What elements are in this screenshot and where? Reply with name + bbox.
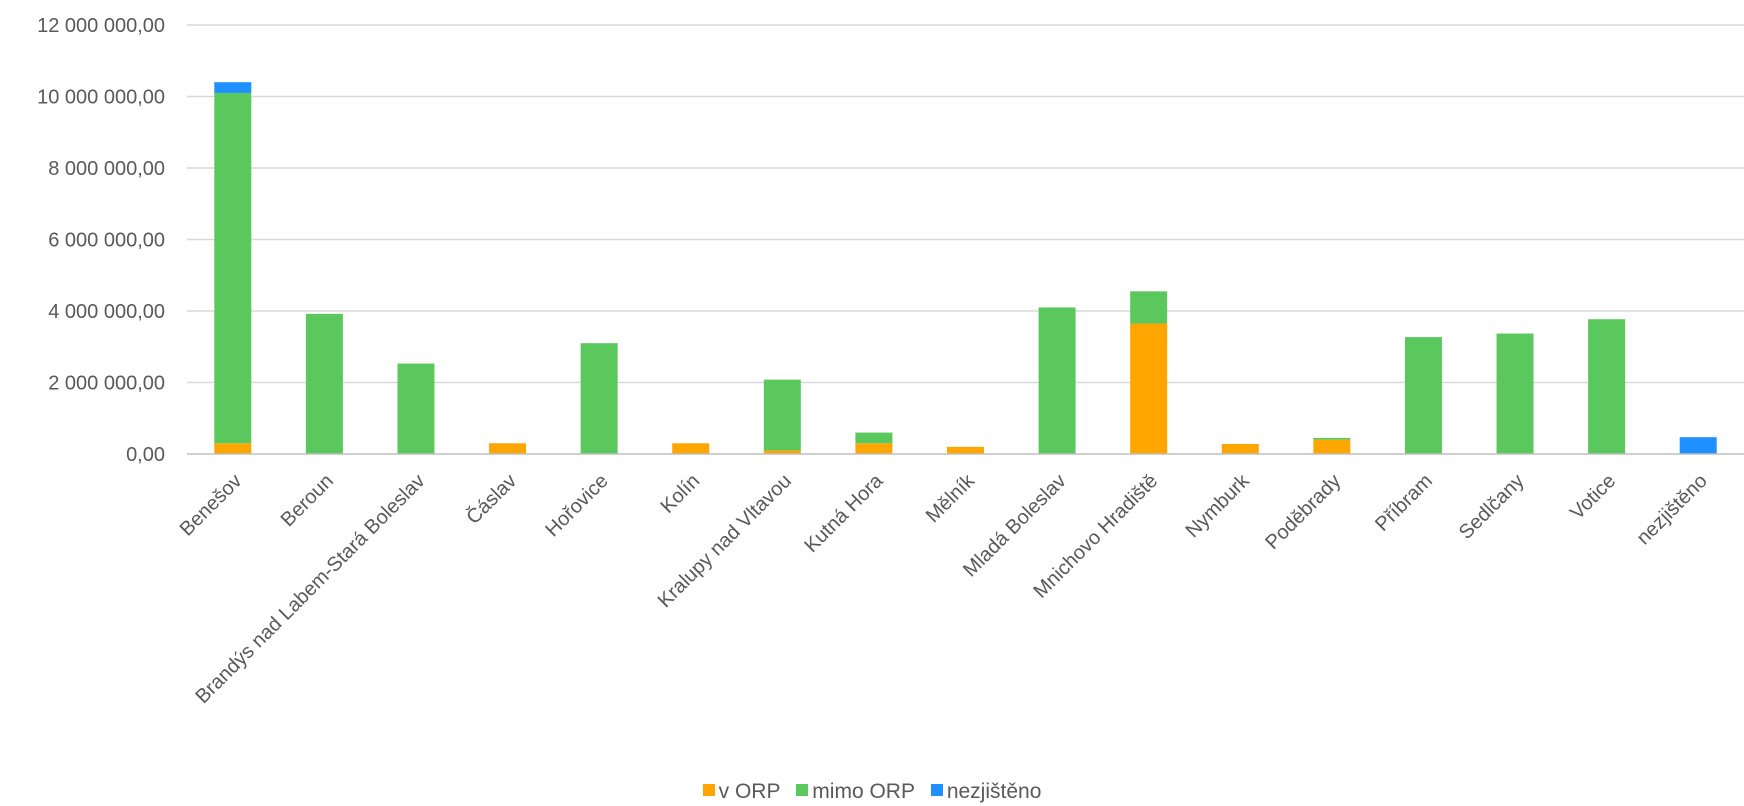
x-tick-label: Čáslav bbox=[462, 469, 521, 528]
bar-segment-1 bbox=[1588, 319, 1626, 454]
bar-segment-1 bbox=[763, 379, 801, 451]
x-tick-label: Votice bbox=[1566, 470, 1620, 524]
bar-segment-0 bbox=[1313, 439, 1351, 454]
legend-label-v-orp: v ORP bbox=[718, 780, 781, 803]
legend: v ORP mimo ORP nezjištěno bbox=[0, 780, 1744, 804]
bar-segment-1 bbox=[397, 363, 435, 454]
bar-segment-1 bbox=[214, 92, 252, 444]
x-tick-label: Mělník bbox=[922, 469, 980, 527]
bar-segment-0 bbox=[672, 443, 710, 454]
bar-segment-1 bbox=[1038, 307, 1076, 454]
bar-segment-0 bbox=[1130, 323, 1168, 454]
bar-segment-0 bbox=[947, 446, 984, 454]
legend-item-v-orp: v ORP bbox=[702, 780, 781, 804]
x-tick-label: Hořovice bbox=[541, 470, 612, 541]
bars bbox=[214, 82, 1717, 454]
x-tick-label: Kolín bbox=[656, 470, 704, 518]
bar-segment-2 bbox=[1679, 437, 1717, 454]
x-tick-label: Nymburk bbox=[1182, 469, 1255, 542]
y-tick-label: 2 000 000,00 bbox=[48, 373, 165, 395]
legend-item-nezjisteno: nezjištěno bbox=[930, 780, 1042, 804]
x-tick-label: nezjištěno bbox=[1633, 470, 1712, 549]
bar-segment-1 bbox=[1404, 337, 1442, 454]
x-tick-label: Benešov bbox=[176, 470, 247, 541]
bar-segment-2 bbox=[214, 82, 252, 93]
x-tick-label: Beroun bbox=[277, 470, 338, 531]
legend-swatch-v-orp bbox=[702, 784, 715, 797]
x-tick-label: Poděbrady bbox=[1261, 470, 1345, 554]
y-tick-label: 8 000 000,00 bbox=[48, 158, 165, 180]
gridlines bbox=[187, 24, 1744, 384]
bar-segment-1 bbox=[1496, 333, 1534, 454]
y-tick-label: 10 000 000,00 bbox=[37, 87, 165, 109]
x-tick-label: Kutná Hora bbox=[800, 469, 888, 557]
y-tick-label: 6 000 000,00 bbox=[48, 230, 165, 252]
legend-label-nezjisteno: nezjištěno bbox=[946, 780, 1042, 803]
bar-segment-0 bbox=[1221, 443, 1259, 454]
y-tick-label: 4 000 000,00 bbox=[48, 301, 165, 323]
bar-segment-1 bbox=[305, 313, 343, 454]
y-axis-tick-labels: 0,00 2 000 000,00 4 000 000,00 6 000 000,00… bbox=[37, 15, 165, 466]
x-tick-label: Sedlčany bbox=[1455, 470, 1529, 544]
bar-segment-0 bbox=[763, 450, 801, 454]
legend-swatch-nezjisteno bbox=[930, 784, 943, 797]
y-tick-label: 0,00 bbox=[126, 444, 165, 466]
legend-swatch-mimo-orp bbox=[796, 784, 809, 797]
bar-segment-1 bbox=[580, 343, 618, 454]
bar-segment-1 bbox=[1313, 437, 1351, 440]
bar-segment-0 bbox=[214, 443, 252, 454]
x-tick-label: Příbram bbox=[1371, 470, 1437, 536]
bar-segment-1 bbox=[855, 432, 893, 444]
bar-segment-1 bbox=[1130, 291, 1168, 324]
stacked-bar-chart: 0,00 2 000 000,00 4 000 000,00 6 000 000,00… bbox=[37, 15, 1744, 708]
bar-segment-0 bbox=[855, 443, 893, 454]
bar-segment-0 bbox=[489, 443, 527, 454]
legend-item-mimo-orp: mimo ORP bbox=[796, 780, 915, 804]
y-tick-label: 12 000 000,00 bbox=[37, 15, 165, 37]
legend-label-mimo-orp: mimo ORP bbox=[812, 780, 915, 803]
